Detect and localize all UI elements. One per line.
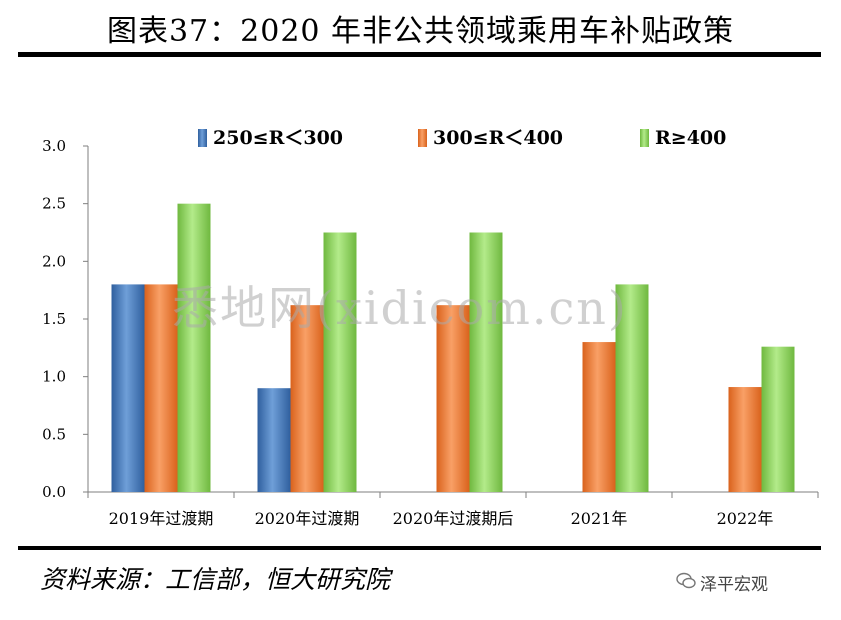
bar: [469, 232, 503, 492]
source-note: 资料来源：工信部，恒大研究院: [40, 565, 391, 594]
legend: 250≤R＜300 300≤R＜400 R≥400: [198, 127, 726, 149]
y-tick-label: 1.5: [42, 310, 66, 328]
bar: [323, 232, 357, 492]
legend-swatch: [640, 129, 649, 147]
x-tick-label: 2021年: [571, 509, 628, 528]
brand-label: 泽平宏观: [700, 575, 768, 595]
y-tick-label: 2.0: [42, 252, 66, 270]
bar: [582, 342, 616, 492]
bar: [290, 305, 324, 492]
bar: [144, 284, 178, 492]
legend-label: 250≤R＜300: [213, 127, 343, 149]
bar: [436, 305, 470, 492]
bars: [111, 203, 795, 492]
bar: [257, 388, 291, 492]
x-axis: 2019年过渡期 2020年过渡期 2020年过渡期后 2021年 2022年: [87, 491, 819, 528]
y-tick-label: 0.5: [42, 425, 66, 443]
bar: [177, 203, 211, 492]
bar: [761, 346, 795, 492]
watermark: 悉地网(xidicom.cn): [172, 281, 628, 335]
legend-swatch: [198, 129, 207, 147]
y-axis: 0.0 0.5 1.0 1.5 2.0 2.5 3.0: [42, 137, 89, 501]
chart-title: 图表37：2020 年非公共领域乘用车补贴政策: [106, 14, 735, 49]
legend-swatch: [418, 129, 427, 147]
y-tick-label: 2.5: [42, 195, 66, 213]
title-rule: [18, 52, 821, 57]
legend-label: R≥400: [655, 127, 726, 149]
y-tick-label: 0.0: [42, 483, 66, 501]
bar: [111, 284, 145, 492]
legend-label: 300≤R＜400: [433, 127, 563, 149]
bar: [728, 387, 762, 492]
y-tick-label: 3.0: [42, 137, 66, 155]
footer-rule: [18, 546, 821, 550]
chat-bubble-icon: [676, 572, 696, 589]
bar: [615, 284, 649, 492]
x-tick-label: 2020年过渡期后: [393, 509, 514, 528]
x-tick-label: 2020年过渡期: [255, 509, 360, 528]
x-tick-label: 2019年过渡期: [109, 509, 214, 528]
x-tick-label: 2022年: [717, 509, 774, 528]
bar-chart: 0.00.51.01.52.02.53.0 2019年过渡期 2020年过渡期 20…: [42, 127, 819, 528]
y-tick-label: 1.0: [42, 368, 66, 386]
